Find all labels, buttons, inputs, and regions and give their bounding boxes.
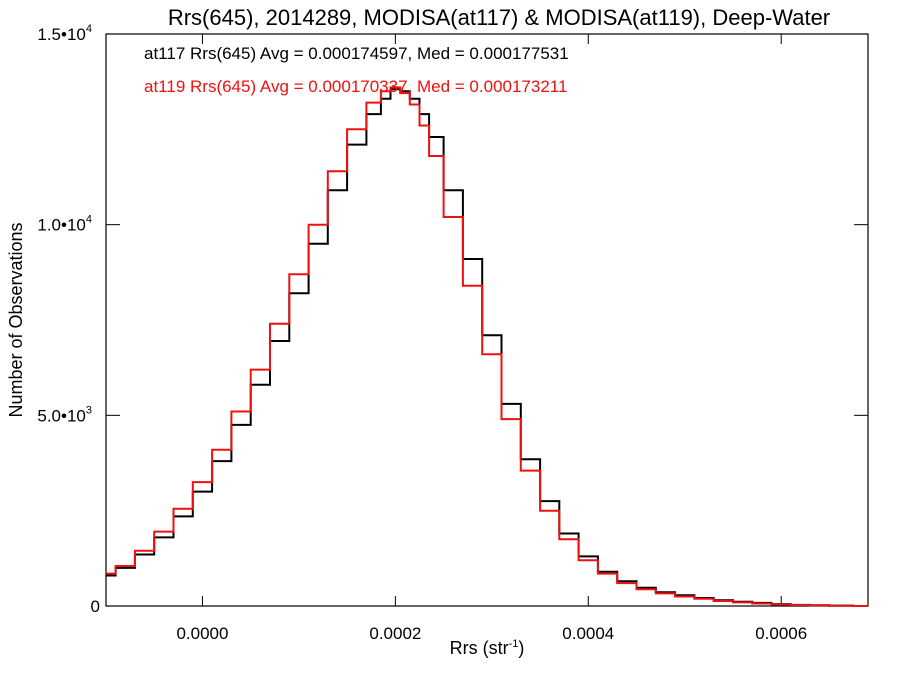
x-tick-labels: 0.0000 0.0002 0.0004 0.0006 bbox=[176, 624, 807, 643]
y-tick-label: 1.0•104 bbox=[37, 214, 92, 235]
series-layer bbox=[106, 86, 868, 607]
y-tick-labels: 0 5.0•103 1.0•104 1.5•104 bbox=[37, 23, 100, 616]
annotation-at119: at119 Rrs(645) Avg = 0.000170337, Med = … bbox=[144, 77, 567, 96]
x-tick-label: 0.0006 bbox=[755, 624, 807, 643]
chart-title: Rrs(645), 2014289, MODISA(at117) & MODIS… bbox=[168, 5, 830, 30]
x-axis-label: Rrs (str-1) bbox=[450, 638, 525, 658]
annotation-at117: at117 Rrs(645) Avg = 0.000174597, Med = … bbox=[144, 44, 569, 63]
x-tick-label: 0.0000 bbox=[176, 624, 228, 643]
axis-ticks bbox=[106, 33, 868, 607]
plot-frame bbox=[105, 33, 869, 607]
y-tick-label: 1.5•104 bbox=[37, 23, 92, 44]
y-tick-label: 0 bbox=[91, 597, 100, 616]
series-line-at119 bbox=[106, 86, 868, 607]
x-tick-label: 0.0002 bbox=[369, 624, 421, 643]
series-line-at117 bbox=[106, 88, 868, 607]
y-axis-label: Number of Observations bbox=[6, 222, 26, 417]
x-tick-label: 0.0004 bbox=[562, 624, 614, 643]
y-tick-label: 5.0•103 bbox=[37, 404, 92, 425]
